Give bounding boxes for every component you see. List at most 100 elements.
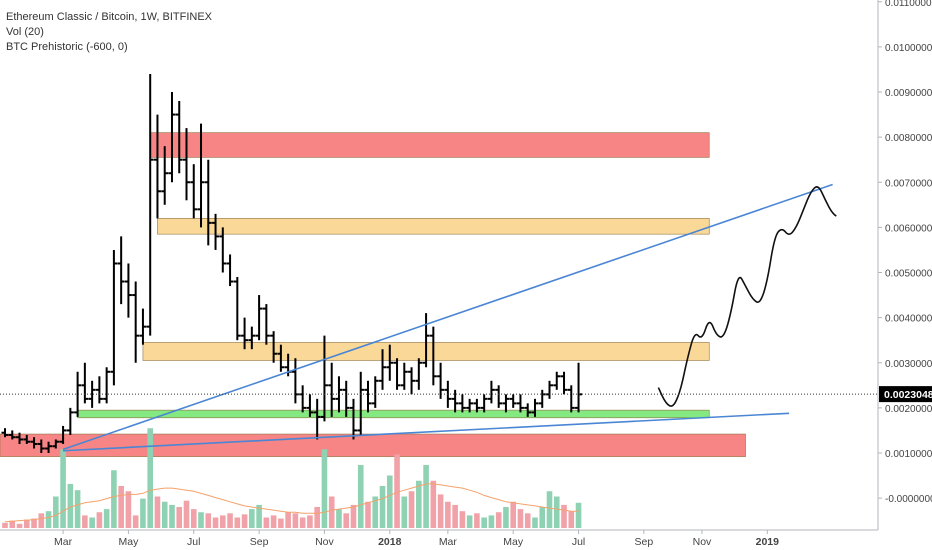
ohlc-bar-68 <box>495 385 503 408</box>
ohlc-bar-50 <box>364 380 372 413</box>
trendline-0 <box>62 183 833 451</box>
volume-bar-54 <box>394 454 400 528</box>
x-tick-label-9: Sep <box>635 536 654 548</box>
volume-bar-0 <box>2 522 8 528</box>
candles-layer <box>1 73 583 453</box>
volume-bar-34 <box>249 509 255 528</box>
ohlc-bar-20 <box>146 73 154 336</box>
volume-bar-64 <box>466 515 473 528</box>
volume-bar-59 <box>430 480 437 528</box>
volume-bar-45 <box>328 496 335 528</box>
ohlc-bar-21 <box>153 114 161 219</box>
ohlc-bar-60 <box>437 362 445 399</box>
ohlc-bar-7 <box>52 439 60 449</box>
ohlc-bar-63 <box>458 394 466 413</box>
volume-bar-40 <box>292 513 299 528</box>
volume-bar-68 <box>495 512 502 528</box>
volume-bar-49 <box>357 465 364 528</box>
chart-legend: Ethereum Classic / Bitcoin, 1W, BITFINEX… <box>6 10 212 55</box>
volume-bar-14 <box>103 509 110 528</box>
x-tick-label-11: 2019 <box>756 536 780 548</box>
ohlc-bar-23 <box>168 92 176 183</box>
volume-bar-15 <box>111 470 117 528</box>
volume-bar-63 <box>459 511 466 528</box>
volume-bar-20 <box>147 428 153 528</box>
ohlc-bar-79 <box>575 362 583 413</box>
ohlc-bar-71 <box>516 394 524 413</box>
volume-bar-65 <box>474 513 480 528</box>
volume-bar-47 <box>343 513 350 528</box>
ohlc-bar-55 <box>400 362 408 390</box>
volume-bar-7 <box>53 496 59 528</box>
volume-bar-11 <box>82 515 88 528</box>
volume-bar-17 <box>125 491 132 528</box>
x-tick-label-8: Jul <box>572 536 585 548</box>
ohlc-bar-57 <box>415 358 423 390</box>
ohlc-bar-58 <box>422 313 430 368</box>
volume-bar-24 <box>176 507 183 528</box>
volume-bar-55 <box>401 496 408 528</box>
ohlc-bar-54 <box>393 358 401 390</box>
ohlc-bar-75 <box>546 380 553 399</box>
volume-bar-46 <box>336 509 342 528</box>
volume-bar-22 <box>161 501 168 528</box>
zones-layer <box>0 132 746 457</box>
ohlc-bar-16 <box>117 236 125 305</box>
volume-bar-10 <box>74 490 81 528</box>
ohlc-bar-46 <box>335 376 343 413</box>
volume-bar-66 <box>481 517 487 528</box>
ohlc-bar-31 <box>226 254 234 287</box>
y-tick-label-4: 0.0070000 <box>885 178 932 189</box>
volume-bar-62 <box>452 504 458 528</box>
trendlines-layer <box>0 183 878 452</box>
volume-bar-25 <box>183 500 190 528</box>
ohlc-bar-6 <box>45 441 53 453</box>
volume-bar-29 <box>212 517 219 528</box>
ohlc-bar-18 <box>132 281 140 363</box>
ohlc-bar-62 <box>451 389 459 413</box>
ohlc-bar-10 <box>74 371 82 417</box>
ohlc-bar-70 <box>509 394 517 408</box>
volume-bar-60 <box>437 494 444 528</box>
ohlc-bar-77 <box>560 371 568 395</box>
volume-bar-31 <box>227 513 233 528</box>
x-tick-label-1: May <box>118 536 139 548</box>
ohlc-bar-12 <box>88 380 96 408</box>
ohlc-bar-32 <box>233 277 241 341</box>
volume-bar-56 <box>408 491 415 528</box>
ohlc-bar-37 <box>270 331 278 363</box>
volume-bar-42 <box>307 515 313 528</box>
zone-rect-4 <box>0 433 746 457</box>
volume-bar-12 <box>89 517 95 528</box>
y-tick-label-8: 0.0030000 <box>885 359 932 370</box>
ohlc-bar-0 <box>1 428 9 438</box>
y-tick-label-3: 0.0080000 <box>885 133 932 144</box>
chart-title: Ethereum Classic / Bitcoin, 1W, BITFINEX <box>6 11 213 23</box>
volume-bar-13 <box>96 512 103 528</box>
volume-bar-77 <box>561 504 567 528</box>
ohlc-bar-47 <box>342 380 350 417</box>
legend-indicator: BTC Prehistoric (-600, 0) <box>6 41 128 53</box>
ohlc-bar-4 <box>30 437 38 449</box>
y-tick-label-6: 0.0050000 <box>885 269 932 280</box>
volume-bar-26 <box>190 509 197 528</box>
x-tick-label-6: Mar <box>439 536 458 548</box>
x-tick-label-10: Nov <box>693 536 712 548</box>
volume-bar-71 <box>517 509 524 528</box>
ohlc-bar-53 <box>386 344 394 381</box>
volume-bar-78 <box>568 511 575 528</box>
y-tick-label-1: 0.0100000 <box>885 43 932 54</box>
volume-bar-35 <box>256 504 262 528</box>
ohlc-bar-33 <box>241 317 249 350</box>
volume-bar-30 <box>220 515 226 528</box>
ohlc-bar-30 <box>219 227 227 273</box>
volume-bar-32 <box>234 517 241 528</box>
volume-bar-69 <box>503 507 509 528</box>
volume-bar-19 <box>140 498 146 528</box>
volume-bar-61 <box>445 501 451 528</box>
volume-bar-2 <box>16 523 23 528</box>
ohlc-bar-67 <box>487 380 495 404</box>
ohlc-bar-78 <box>567 385 575 413</box>
ohlc-bar-48 <box>349 398 357 440</box>
